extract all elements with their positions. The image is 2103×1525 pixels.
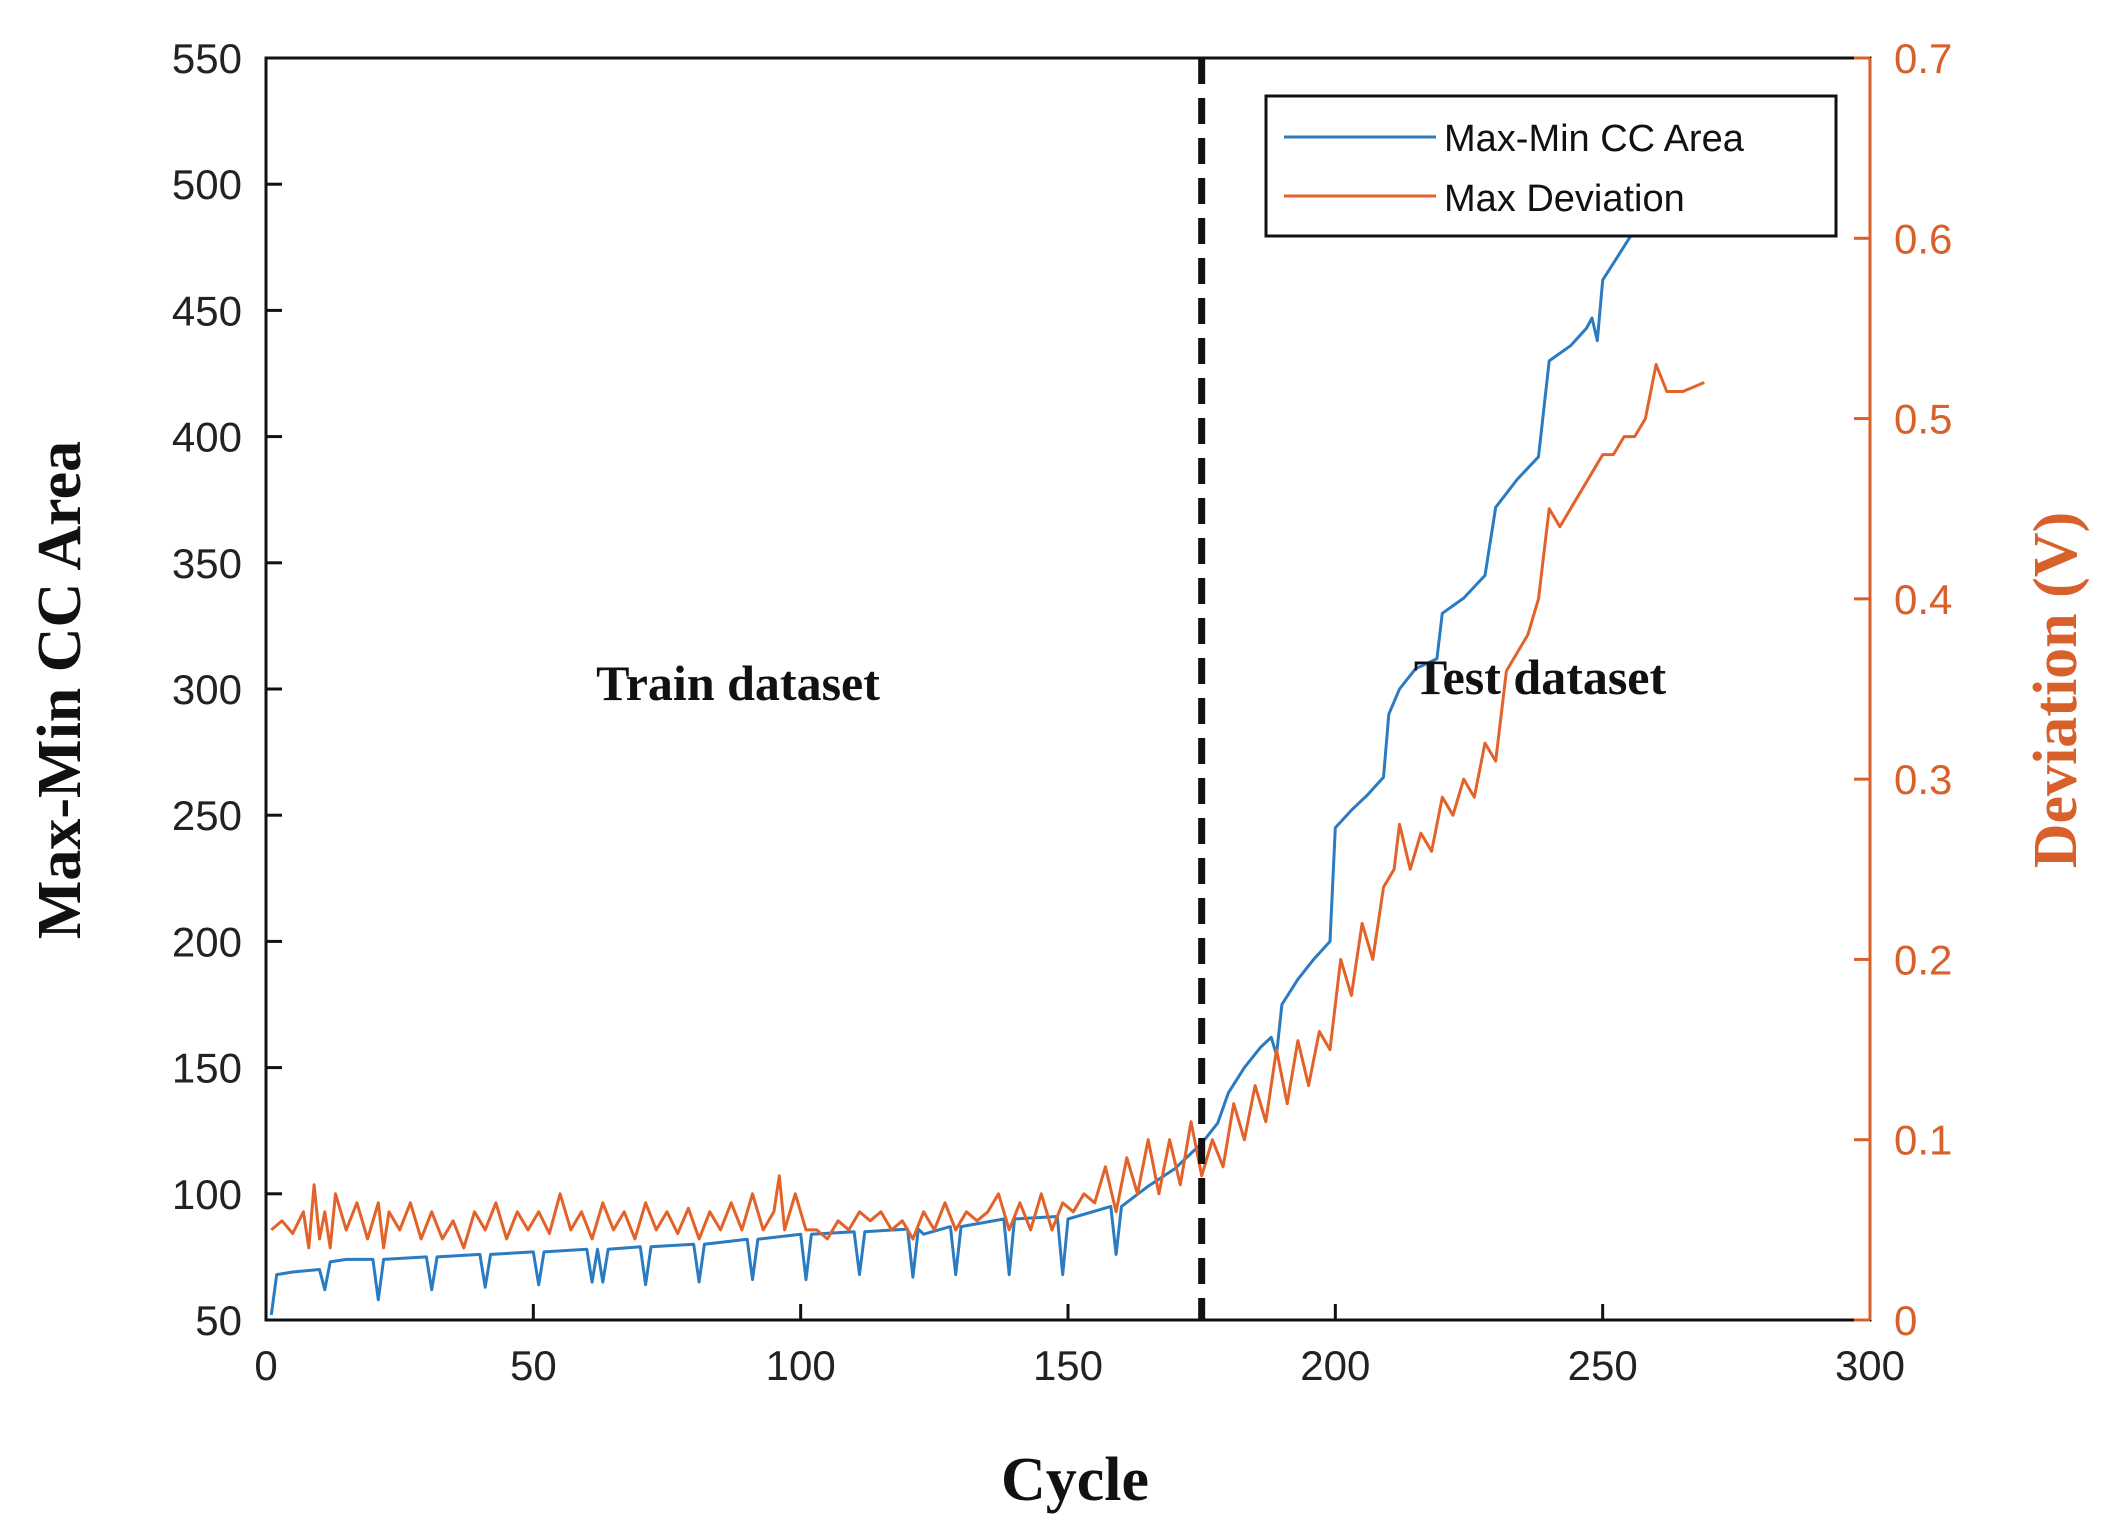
y-left-tick-label-10: 550 [172,35,242,82]
y-right-tick-label-7: 0.7 [1894,35,1952,82]
y-left-tick-label-7: 400 [172,414,242,461]
y-right-tick-label-0: 0 [1894,1297,1917,1344]
y-left-tick-label-3: 200 [172,918,242,965]
legend-label-max-deviation: Max Deviation [1444,178,1685,220]
annotation-test: Test dataset [1414,649,1667,705]
y-right-tick-label-5: 0.5 [1894,396,1952,443]
legend: Max-Min CC Area Max Deviation [1264,94,1838,238]
y-axis-label-right: Deviation (V) [2022,512,2090,868]
y-left-tick-label-2: 150 [172,1045,242,1092]
y-right-tick-label-6: 0.6 [1894,215,1952,262]
x-tick-label-0: 0 [254,1342,277,1389]
y-left-tick-label-0: 50 [195,1297,242,1344]
legend-label-cc-area: Max-Min CC Area [1444,118,1745,160]
x-tick-label-5: 250 [1568,1342,1638,1389]
x-tick-label-6: 300 [1835,1342,1905,1389]
y-right-tick-label-4: 0.4 [1894,576,1952,623]
series-line-max-min-cc-area [269,228,1636,1316]
y-left-tick-label-4: 250 [172,792,242,839]
plot-area [264,56,1872,1322]
x-tick-label-2: 100 [766,1342,836,1389]
y-axis-label-left: Max-Min CC Area [26,441,94,939]
y-left-tick-label-1: 100 [172,1171,242,1218]
y-left-tick-label-9: 500 [172,161,242,208]
series-line-max-deviation [270,363,1705,1250]
x-tick-label-4: 200 [1300,1342,1370,1389]
legend-box [1264,94,1838,238]
y-left-tick-label-8: 450 [172,287,242,334]
x-tick-label-1: 50 [510,1342,557,1389]
y-left-tick-label-5: 300 [172,666,242,713]
annotation-train: Train dataset [596,655,880,711]
series-layer [269,228,1705,1316]
x-tick-label-3: 150 [1033,1342,1103,1389]
y-right-tick-label-3: 0.3 [1894,756,1952,803]
y-right-tick-label-1: 0.1 [1894,1117,1952,1164]
y-left-tick-label-6: 350 [172,540,242,587]
x-axis-label: Cycle [1001,1446,1149,1514]
y-right-tick-label-2: 0.2 [1894,936,1952,983]
tick-layer: 0 50 100 150 200 250 300 50 100 150 200 250 300 350 40… [172,35,1952,1389]
